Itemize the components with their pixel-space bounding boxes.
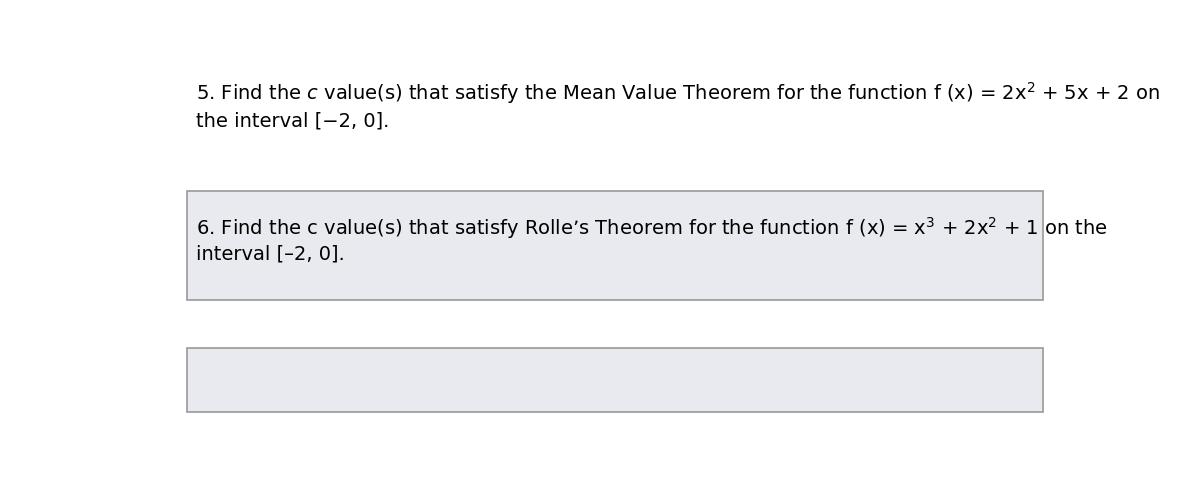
Text: the interval [−2, 0].: the interval [−2, 0]. xyxy=(197,111,390,130)
Text: 6. Find the c value(s) that satisfy Rolle’s Theorem for the function f (x) = x$^: 6. Find the c value(s) that satisfy Roll… xyxy=(197,215,1109,240)
FancyBboxPatch shape xyxy=(187,191,1043,300)
Text: 5. Find the $\mathit{c}$ value(s) that satisfy the Mean Value Theorem for the fu: 5. Find the $\mathit{c}$ value(s) that s… xyxy=(197,80,1160,106)
Text: interval [–2, 0].: interval [–2, 0]. xyxy=(197,244,346,263)
FancyBboxPatch shape xyxy=(187,348,1043,412)
